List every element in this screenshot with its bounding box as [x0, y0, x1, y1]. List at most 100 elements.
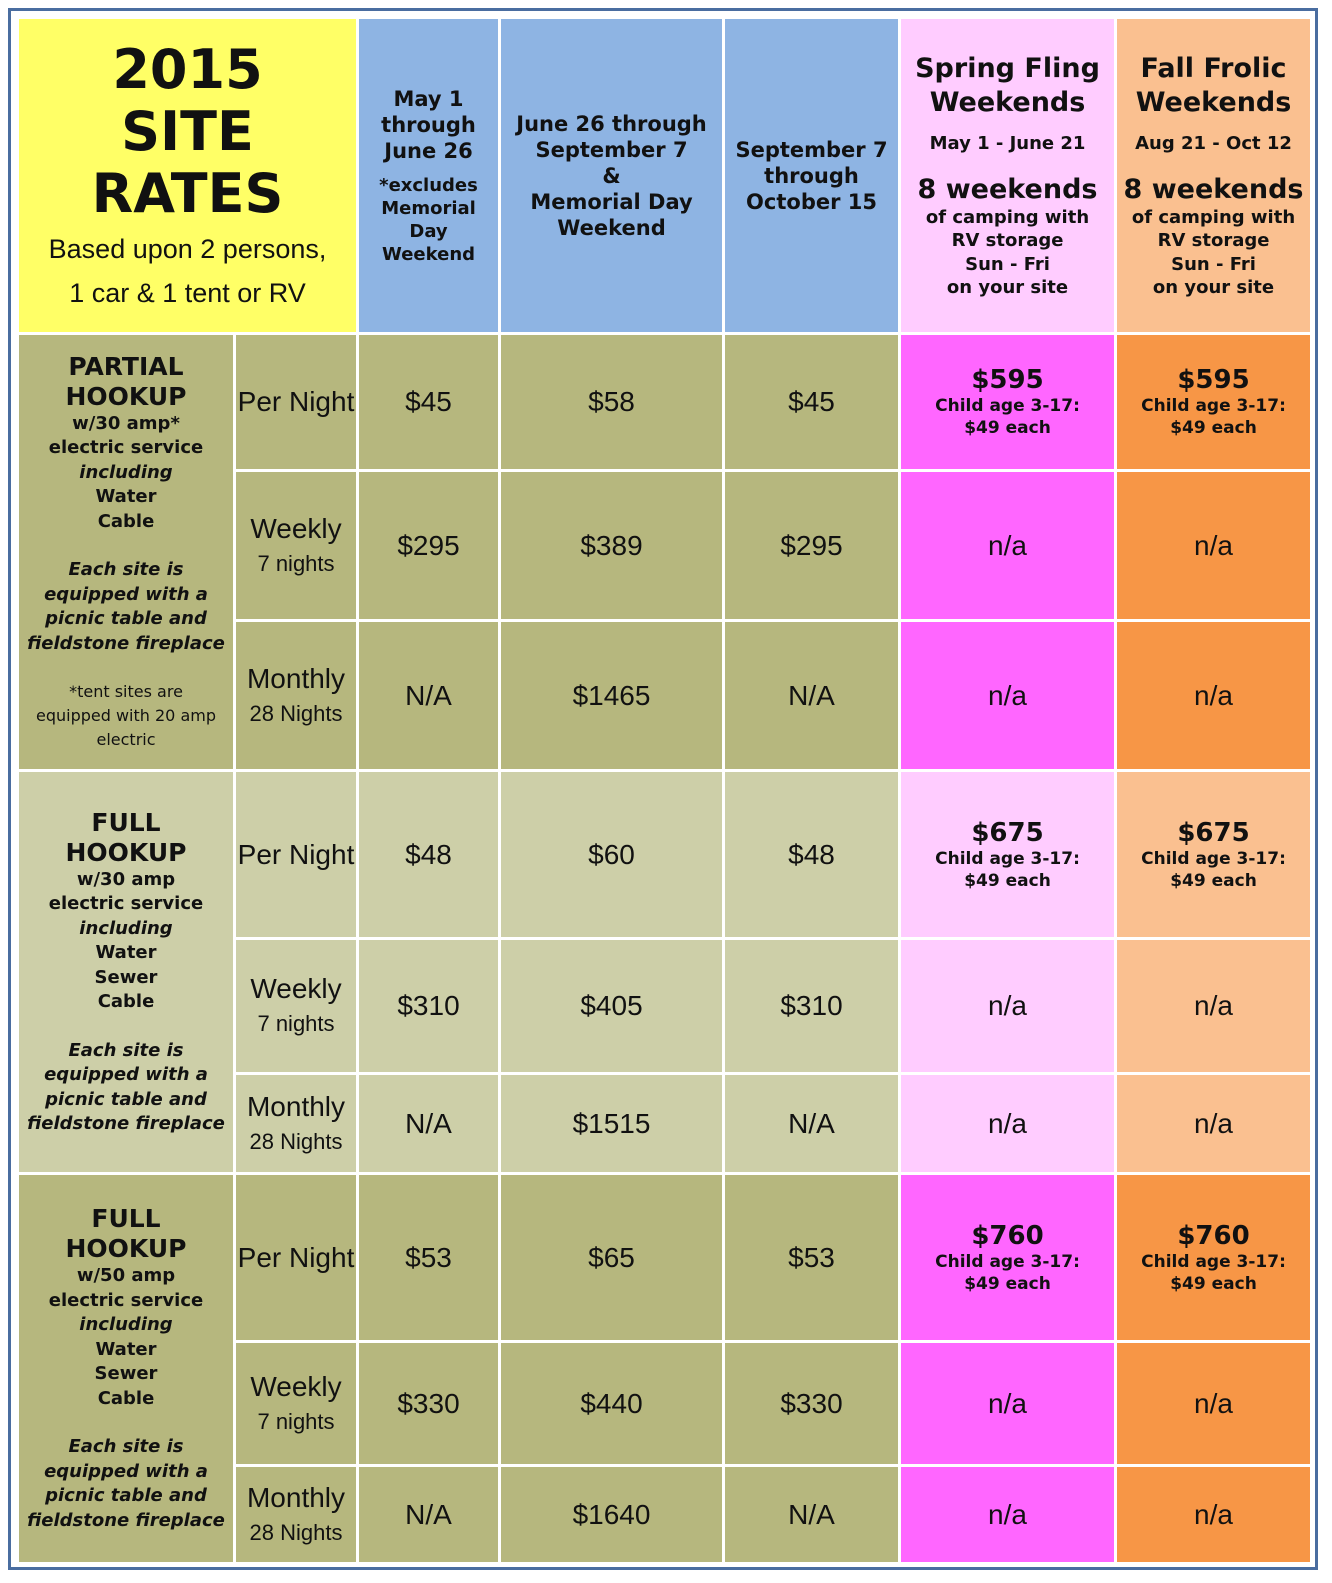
fall-rate-cell: n/a — [1114, 1340, 1314, 1467]
spring-rate-cell: $760 Child age 3-17: $49 each — [898, 1172, 1118, 1343]
col2-line5: Weekend — [557, 215, 666, 240]
fall-child-label: Child age 3-17: — [1141, 1251, 1286, 1272]
col3-line2: through — [764, 163, 859, 188]
rate-cell: $45 — [722, 332, 902, 472]
col1-line1: May 1 — [393, 86, 464, 111]
rate-cell: $53 — [356, 1172, 502, 1343]
period-label: Weekly — [250, 512, 342, 544]
col1-line3: June 26 — [384, 138, 473, 163]
col1-note2: Memorial — [381, 197, 476, 219]
group-name-2: HOOKUP — [65, 837, 187, 867]
group-name-2: HOOKUP — [65, 1234, 187, 1263]
spring-child-label: Child age 3-17: — [935, 848, 1080, 869]
spring-name-2: Weekends — [929, 86, 1086, 118]
spring-rate-cell: $595 Child age 3-17: $49 each — [898, 332, 1118, 472]
period-sublabel: 28 Nights — [249, 1519, 343, 1545]
spring-rate-cell: n/a — [898, 469, 1118, 622]
table-row: Monthly 28 Nights N/A $1465 N/A n/a n/a — [18, 619, 1314, 772]
title-site: SITE — [121, 99, 254, 163]
group-feature: Sewer — [94, 1363, 158, 1384]
col3-line3: October 15 — [746, 189, 877, 214]
group-feature: Water — [95, 486, 157, 508]
fall-name-1: Fall Frolic — [1140, 52, 1287, 84]
spring-desc-1: of camping with — [925, 206, 1090, 228]
group-amp: w/50 amp — [76, 1265, 176, 1286]
rate-cell: $405 — [498, 937, 726, 1075]
period-sublabel: 28 Nights — [249, 700, 343, 726]
fall-desc-1: of camping with — [1131, 206, 1296, 228]
group-feature: Cable — [97, 991, 155, 1012]
rate-cell: $330 — [356, 1340, 502, 1467]
rate-cell: $60 — [498, 769, 726, 940]
group-note: Each site is — [68, 1039, 184, 1061]
rate-cell: $295 — [356, 469, 502, 622]
fall-rate-cell: n/a — [1114, 1464, 1314, 1565]
period-sublabel: 7 nights — [257, 1408, 335, 1434]
title-sub-2: 1 car & 1 tent or RV — [69, 277, 306, 308]
group-note: equipped with a — [44, 583, 208, 605]
col-header-fall-frolic: Fall Frolic Weekends Aug 21 - Oct 12 8 w… — [1114, 16, 1314, 335]
group-note: equipped with a — [44, 1460, 208, 1482]
col3-line1: September 7 — [735, 137, 888, 162]
fall-price: $595 — [1177, 365, 1250, 395]
rate-cell: $295 — [722, 469, 902, 622]
col2-line2: September 7 — [535, 137, 688, 162]
fall-rate-cell: n/a — [1114, 619, 1314, 772]
col1-note4: Weekend — [382, 243, 476, 265]
fall-rate-cell: n/a — [1114, 937, 1314, 1075]
group-name-1: FULL — [91, 1204, 161, 1233]
group-amp: w/30 amp* — [72, 412, 180, 434]
spring-dates: May 1 - June 21 — [929, 132, 1086, 154]
group-note: picnic table and — [45, 1088, 207, 1110]
title-block: 2015 SITE RATES Based upon 2 persons, 1 … — [15, 16, 360, 335]
spring-desc-3: Sun - Fri — [965, 253, 1050, 275]
rate-cell: $330 — [722, 1340, 902, 1467]
group-note: Each site is — [68, 559, 184, 581]
col-header-may-june: May 1 through June 26 *excludes Memorial… — [356, 16, 502, 335]
col-header-spring-fling: Spring Fling Weekends May 1 - June 21 8 … — [898, 16, 1118, 335]
col1-note3: Day — [409, 220, 448, 242]
fall-child-price: $49 each — [1170, 418, 1257, 438]
group-note: Each site is — [68, 1436, 184, 1457]
spring-price: $760 — [971, 1220, 1044, 1251]
spring-child-label: Child age 3-17: — [935, 1251, 1080, 1272]
table-row: FULL HOOKUP w/50 amp electric service in… — [16, 1172, 1314, 1565]
spring-child-label: Child age 3-17: — [935, 396, 1080, 416]
fall-child-price: $49 each — [1170, 1273, 1257, 1294]
fall-desc-2: RV storage — [1157, 230, 1270, 251]
period-cell: Per Night — [232, 332, 360, 472]
period-cell: Per Night — [232, 1172, 360, 1343]
group-feature: Water — [95, 1338, 157, 1360]
spring-desc-4: on your site — [946, 277, 1069, 298]
spring-child-price: $49 each — [964, 870, 1051, 891]
col1-note1: *excludes — [379, 174, 478, 196]
period-label: Monthly — [246, 662, 346, 694]
table-row: Weekly 7 nights $295 $389 $295 n/a n/a — [18, 469, 1314, 622]
period-sublabel: 7 nights — [257, 550, 335, 576]
fall-price: $760 — [1177, 1220, 1250, 1251]
table-row: Monthly 28 Nights N/A $1640 N/A n/a n/a — [18, 1464, 1314, 1565]
rate-cell: $45 — [356, 332, 502, 472]
group-label-full-hookup-50: FULL HOOKUP w/50 amp electric service in… — [16, 1172, 236, 1565]
group-feature: Cable — [97, 510, 155, 532]
col1-line2: through — [381, 112, 476, 137]
rate-cell: N/A — [722, 1464, 902, 1565]
title-sub-1: Based upon 2 persons, — [48, 233, 327, 264]
rate-cell: $48 — [722, 769, 902, 940]
group-note: fieldstone fireplace — [27, 1509, 225, 1531]
fall-child-label: Child age 3-17: — [1141, 848, 1286, 869]
rate-cell: N/A — [356, 1464, 502, 1565]
rate-cell: N/A — [722, 619, 902, 772]
group-label-partial-hookup: PARTIAL HOOKUP w/30 amp* electric servic… — [16, 332, 236, 772]
period-cell: Monthly 28 Nights — [232, 1464, 360, 1565]
spring-weeks: 8 weekends — [917, 173, 1098, 205]
fall-rate-cell: $760 Child age 3-17: $49 each — [1114, 1172, 1314, 1343]
rate-cell: $310 — [722, 937, 902, 1075]
group-name-1: FULL — [91, 807, 161, 837]
header-row: 2015 SITE RATES Based upon 2 persons, 1 … — [15, 16, 1314, 335]
spring-rate-cell: n/a — [898, 937, 1118, 1075]
rate-cell: $389 — [498, 469, 726, 622]
spring-rate-cell: n/a — [898, 1464, 1118, 1565]
table-row: Monthly 28 Nights N/A $1515 N/A n/a n/a — [18, 1072, 1314, 1175]
table-row: PARTIAL HOOKUP w/30 amp* electric servic… — [16, 332, 1314, 772]
